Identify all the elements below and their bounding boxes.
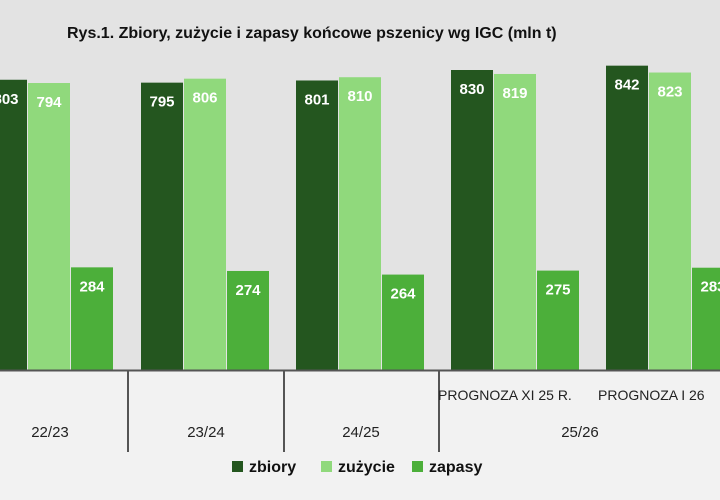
bar-zapasy-4: [692, 267, 720, 370]
legend-label-zapasy: zapasy: [429, 459, 482, 476]
legend-swatch-zbiory: [232, 461, 243, 472]
bar-label-zapasy-3: 275: [545, 282, 570, 299]
bar-zużycie-0: [28, 83, 70, 370]
category-label-0: 22/23: [31, 424, 69, 441]
legend-swatch-zużycie: [321, 461, 332, 472]
bar-zbiory-1: [141, 82, 183, 370]
bar-zapasy-0: [71, 267, 113, 370]
bar-zbiory-2: [296, 80, 338, 370]
bar-label-zużycie-2: 810: [347, 88, 372, 105]
bar-label-zbiory-1: 795: [149, 94, 174, 111]
legend-label-zużycie: zużycie: [338, 459, 395, 476]
bar-label-zbiory-2: 801: [304, 91, 329, 108]
bar-zbiory-0: [0, 79, 27, 370]
bar-zapasy-3: [537, 270, 579, 370]
bar-zużycie-1: [184, 78, 226, 371]
bar-label-zużycie-4: 823: [657, 84, 682, 101]
legend: zbiory zużycie zapasy: [232, 459, 482, 476]
bar-label-zużycie-0: 794: [36, 94, 62, 111]
bar-zapasy-1: [227, 270, 269, 370]
bars-group: 803 794 284 795 806 274 801 810 264 830 819 275 842 8…: [0, 65, 720, 371]
bar-zużycie-3: [494, 73, 536, 371]
bar-label-zapasy-0: 284: [79, 278, 105, 295]
bar-label-zużycie-3: 819: [502, 85, 527, 102]
dividers-group: [127, 371, 440, 452]
category-labels-group: 22/23 23/24 24/25 25/26 PROGNOZA XI 25 R. PRO…: [31, 387, 705, 441]
chart-title: Rys.1. Zbiory, zużycie i zapasy końcowe …: [67, 25, 557, 42]
bar-label-zbiory-4: 842: [614, 77, 639, 94]
bar-zapasy-2: [382, 274, 424, 370]
sub-label-1: PROGNOZA I 26: [598, 387, 705, 403]
category-label-2: 24/25: [342, 424, 380, 441]
category-label-1: 23/24: [187, 424, 225, 441]
bar-zbiory-4: [606, 65, 648, 370]
bar-label-zbiory-0: 803: [0, 91, 19, 108]
legend-swatch-zapasy: [412, 461, 423, 472]
legend-label-zbiory: zbiory: [249, 459, 296, 476]
bar-zużycie-4: [649, 72, 691, 370]
bar-zbiory-3: [451, 70, 493, 370]
sub-label-0: PROGNOZA XI 25 R.: [438, 387, 572, 403]
bar-zużycie-2: [339, 77, 381, 370]
category-label-3: 25/26: [561, 424, 599, 441]
bar-label-zużycie-1: 806: [192, 90, 217, 107]
bar-label-zbiory-3: 830: [459, 81, 484, 98]
bar-label-zapasy-4: 283: [700, 279, 720, 296]
bar-label-zapasy-1: 274: [235, 282, 261, 299]
bar-label-zapasy-2: 264: [390, 286, 416, 303]
